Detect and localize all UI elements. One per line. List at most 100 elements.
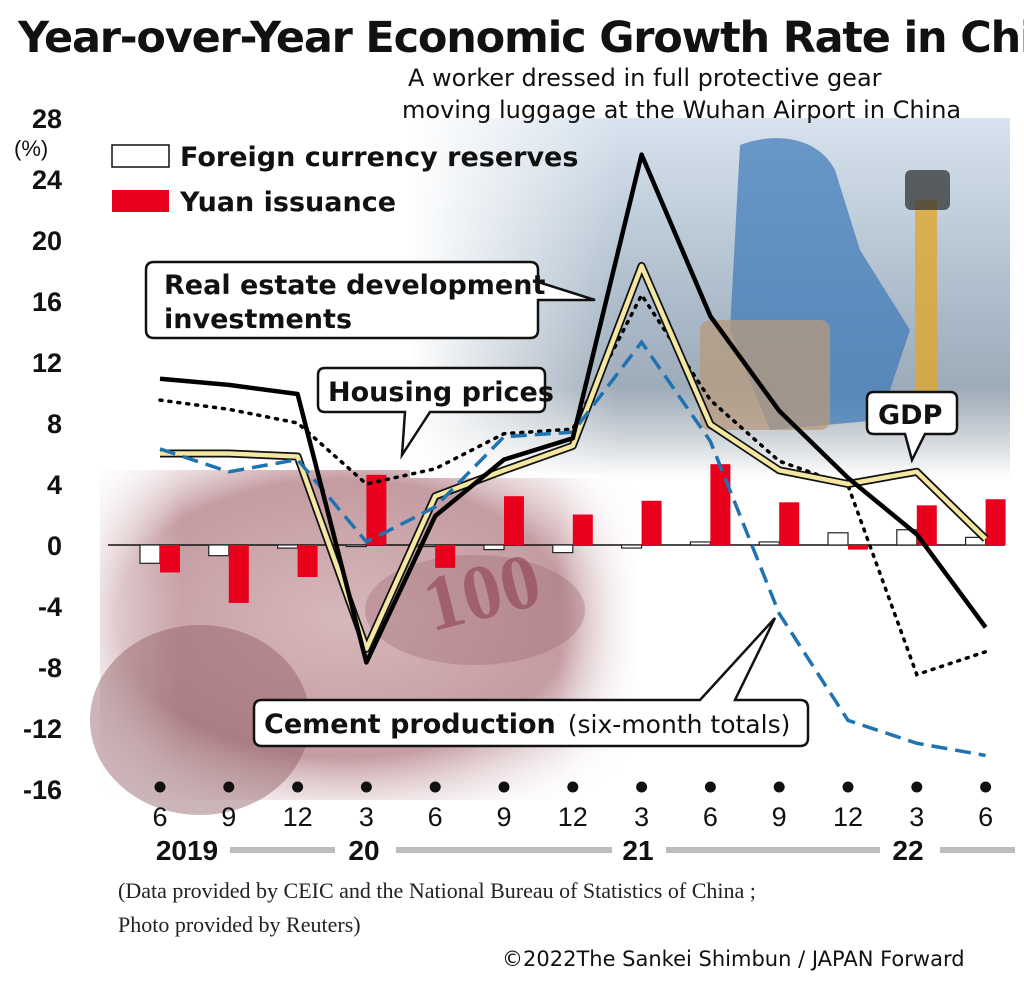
bar-reserves bbox=[758, 541, 780, 546]
copyright: ©2022The Sankei Shimbun / JAPAN Forward bbox=[502, 947, 965, 971]
bar-reserves bbox=[620, 544, 643, 549]
bar-yuan bbox=[641, 500, 662, 545]
y-tick-label: 16 bbox=[32, 287, 62, 317]
x-tick-label: 9 bbox=[496, 802, 511, 832]
bar-reserves bbox=[277, 544, 299, 549]
x-tick-label: 3 bbox=[634, 802, 649, 832]
y-tick-label: -16 bbox=[23, 775, 62, 805]
photo-caption-line1: A worker dressed in full protective gear bbox=[408, 64, 882, 92]
x-tick-dot bbox=[704, 781, 716, 793]
bar-yuan bbox=[366, 474, 387, 545]
line-real-estate bbox=[159, 152, 988, 665]
legend-swatch-yuan bbox=[112, 190, 169, 212]
year-bar bbox=[230, 847, 335, 853]
callout-real-estate: Real estate development investments bbox=[144, 260, 596, 340]
y-tick-label: 20 bbox=[32, 226, 62, 256]
chart-title: Year-over-Year Economic Growth Rate in C… bbox=[17, 13, 1024, 63]
x-tick-dot bbox=[567, 781, 579, 793]
year-label: 21 bbox=[622, 835, 653, 866]
year-axis: 2019 20 21 22 bbox=[156, 835, 1015, 866]
x-tick-dot bbox=[636, 781, 648, 793]
legend: Foreign currency reserves Yuan issuance bbox=[111, 142, 578, 218]
x-axis: 6 9 12 3 6 9 12 3 6 9 12 3 6 bbox=[152, 781, 993, 832]
photo-caption-line2: moving luggage at the Wuhan Airport in C… bbox=[402, 96, 961, 124]
label-real-estate-line2: investments bbox=[164, 304, 352, 335]
bar-reserves bbox=[552, 544, 574, 554]
x-tick-dot bbox=[429, 781, 441, 793]
year-label: 2019 bbox=[156, 835, 218, 866]
x-tick-dot bbox=[980, 781, 992, 793]
year-label: 22 bbox=[892, 835, 923, 866]
bar-reserves bbox=[345, 544, 367, 548]
bar-yuan bbox=[779, 502, 800, 545]
y-tick-label: -12 bbox=[23, 714, 62, 744]
year-bar bbox=[666, 847, 880, 853]
x-tick-dot bbox=[292, 781, 304, 793]
callout-housing: Housing prices bbox=[316, 366, 554, 460]
bar-yuan bbox=[710, 464, 731, 545]
y-tick-label: 28 bbox=[32, 104, 62, 134]
bar-reserves bbox=[414, 544, 436, 548]
legend-label-yuan: Yuan issuance bbox=[179, 187, 396, 218]
y-tick-label: -4 bbox=[38, 592, 62, 622]
y-axis: 28 24 20 16 12 8 4 0 -4 -8 -12 -16 bbox=[23, 104, 62, 805]
bar-reserves bbox=[139, 544, 161, 564]
bar-yuan bbox=[297, 545, 318, 578]
x-tick-dot bbox=[360, 781, 372, 793]
x-tick-dot bbox=[911, 781, 923, 793]
x-tick-label: 6 bbox=[428, 802, 443, 832]
bar-yuan bbox=[572, 514, 593, 545]
label-cement-normal: (six-month totals) bbox=[568, 710, 791, 739]
lines-group bbox=[158, 152, 989, 758]
y-tick-label: 8 bbox=[47, 409, 62, 439]
bar-yuan bbox=[228, 545, 249, 603]
x-tick-label: 3 bbox=[359, 802, 374, 832]
x-tick-dot bbox=[223, 781, 235, 793]
x-tick-dot bbox=[154, 781, 166, 793]
bar-reserves bbox=[208, 544, 230, 557]
y-tick-label: -8 bbox=[38, 653, 62, 683]
y-axis-unit: (%) bbox=[14, 136, 48, 161]
x-tick-label: 12 bbox=[283, 802, 313, 832]
y-tick-label: 12 bbox=[32, 348, 62, 378]
line-gdp bbox=[160, 263, 988, 651]
bar-yuan bbox=[848, 545, 868, 550]
bars-group bbox=[139, 464, 1006, 603]
label-gdp: GDP bbox=[878, 400, 942, 431]
bar-yuan bbox=[435, 545, 456, 568]
bar-yuan bbox=[916, 505, 937, 545]
x-tick-label: 3 bbox=[909, 802, 924, 832]
label-housing: Housing prices bbox=[328, 377, 554, 408]
legend-swatch-reserves bbox=[111, 144, 170, 168]
source-line1: (Data provided by CEIC and the National … bbox=[118, 878, 756, 903]
year-label: 20 bbox=[348, 835, 379, 866]
x-tick-label: 6 bbox=[703, 802, 718, 832]
x-tick-label: 9 bbox=[772, 802, 787, 832]
bar-reserves bbox=[483, 544, 505, 551]
year-bar bbox=[396, 847, 612, 853]
label-cement-bold: Cement production bbox=[264, 709, 556, 740]
callout-gdp: GDP bbox=[865, 390, 959, 464]
x-tick-label: 6 bbox=[978, 802, 993, 832]
callout-cement: Cement production (six-month totals) bbox=[252, 617, 810, 748]
x-tick-label: 12 bbox=[558, 802, 588, 832]
x-tick-dot bbox=[773, 781, 785, 793]
x-tick-label: 12 bbox=[833, 802, 863, 832]
year-bar bbox=[940, 847, 1015, 853]
x-tick-label: 9 bbox=[221, 802, 236, 832]
y-tick-label: 0 bbox=[47, 531, 62, 561]
source-line2: Photo provided by Reuters) bbox=[118, 912, 361, 937]
bar-yuan bbox=[985, 499, 1006, 545]
bar-reserves bbox=[827, 532, 849, 546]
x-tick-dot bbox=[842, 781, 854, 793]
label-real-estate-line1: Real estate development bbox=[164, 270, 545, 301]
x-tick-dot bbox=[498, 781, 510, 793]
x-tick-label: 6 bbox=[152, 802, 167, 832]
y-tick-label: 24 bbox=[32, 165, 62, 195]
bar-yuan bbox=[160, 545, 180, 573]
bar-reserves bbox=[689, 541, 712, 546]
legend-label-reserves: Foreign currency reserves bbox=[180, 142, 578, 173]
y-tick-label: 4 bbox=[47, 470, 62, 500]
label-cement: Cement production (six-month totals) bbox=[264, 709, 790, 740]
